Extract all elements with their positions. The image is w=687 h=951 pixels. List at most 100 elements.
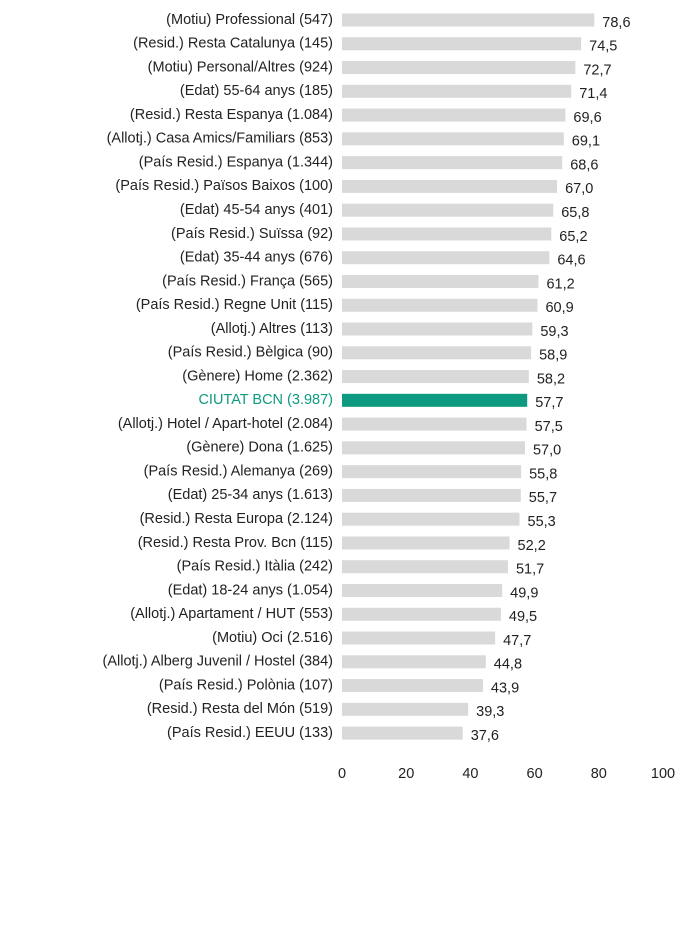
bar bbox=[342, 322, 533, 336]
value-label: 69,1 bbox=[572, 134, 600, 150]
bar bbox=[342, 679, 483, 693]
value-label: 57,7 bbox=[535, 395, 563, 411]
bar bbox=[342, 298, 538, 312]
value-label: 72,7 bbox=[583, 62, 611, 78]
category-label: (País Resid.) Polònia (107) bbox=[159, 677, 333, 693]
value-label: 37,6 bbox=[471, 728, 499, 744]
bar bbox=[342, 274, 539, 288]
x-tick-label: 40 bbox=[462, 766, 478, 782]
bar bbox=[342, 393, 528, 407]
bar bbox=[342, 179, 558, 193]
value-label: 55,7 bbox=[529, 490, 557, 506]
bar bbox=[342, 13, 595, 27]
bar bbox=[342, 512, 520, 526]
category-label: (Resid.) Resta Espanya (1.084) bbox=[130, 107, 333, 123]
category-label: (País Resid.) Itàlia (242) bbox=[177, 559, 333, 575]
bar bbox=[342, 631, 496, 645]
value-label: 51,7 bbox=[516, 562, 544, 578]
category-label: (Edat) 55-64 anys (185) bbox=[180, 83, 333, 99]
value-label: 65,2 bbox=[559, 229, 587, 245]
category-label: (Resid.) Resta Prov. Bcn (115) bbox=[138, 535, 333, 551]
value-label: 65,8 bbox=[561, 205, 589, 221]
category-label: (Resid.) Resta Catalunya (145) bbox=[133, 36, 333, 52]
bar bbox=[342, 560, 508, 574]
value-label: 71,4 bbox=[579, 86, 607, 102]
category-label: (País Resid.) Espanya (1.344) bbox=[139, 154, 333, 170]
bar bbox=[342, 227, 552, 241]
bar bbox=[342, 607, 501, 621]
value-label: 39,3 bbox=[476, 704, 504, 720]
category-label: (País Resid.) Bèlgica (90) bbox=[168, 345, 333, 361]
value-label: 61,2 bbox=[546, 276, 574, 292]
category-label: (País Resid.) Països Baixos (100) bbox=[115, 178, 333, 194]
bar bbox=[342, 346, 532, 360]
value-label: 44,8 bbox=[494, 657, 522, 673]
bar bbox=[342, 488, 521, 502]
value-label: 60,9 bbox=[545, 300, 573, 316]
bar bbox=[342, 108, 566, 122]
bar bbox=[342, 583, 503, 597]
value-label: 57,0 bbox=[533, 443, 561, 459]
value-label: 43,9 bbox=[491, 680, 519, 696]
category-label: (Gènere) Dona (1.625) bbox=[186, 440, 333, 456]
bar bbox=[342, 536, 510, 550]
category-label: (Edat) 35-44 anys (676) bbox=[180, 250, 333, 266]
value-label: 78,6 bbox=[602, 15, 630, 31]
value-label: 49,5 bbox=[509, 609, 537, 625]
category-label: (Edat) 45-54 anys (401) bbox=[180, 202, 333, 218]
bar bbox=[342, 441, 525, 455]
bar bbox=[342, 417, 527, 431]
category-label: (Resid.) Resta Europa (2.124) bbox=[140, 511, 333, 527]
category-label: (Motiu) Professional (547) bbox=[166, 12, 333, 28]
bar bbox=[342, 251, 550, 265]
value-label: 67,0 bbox=[565, 181, 593, 197]
bar bbox=[342, 84, 572, 98]
value-label: 55,3 bbox=[528, 514, 556, 530]
category-label: (Allotj.) Casa Amics/Familiars (853) bbox=[107, 131, 333, 147]
category-label: (Motiu) Personal/Altres (924) bbox=[148, 59, 333, 75]
x-tick-label: 100 bbox=[651, 766, 675, 782]
category-label: (País Resid.) Alemanya (269) bbox=[144, 463, 333, 479]
value-label: 52,2 bbox=[518, 538, 546, 554]
category-label: (Edat) 18-24 anys (1.054) bbox=[168, 582, 333, 598]
bar bbox=[342, 37, 582, 51]
category-label: (Allotj.) Altres (113) bbox=[211, 321, 333, 337]
bar bbox=[342, 203, 554, 217]
value-label: 69,6 bbox=[573, 110, 601, 126]
category-label: CIUTAT BCN (3.987) bbox=[198, 392, 333, 408]
bar bbox=[342, 156, 563, 170]
x-tick-label: 0 bbox=[338, 766, 346, 782]
bar bbox=[342, 655, 486, 669]
value-label: 55,8 bbox=[529, 466, 557, 482]
value-label: 58,2 bbox=[537, 371, 565, 387]
value-label: 64,6 bbox=[557, 253, 585, 269]
category-label: (País Resid.) Suïssa (92) bbox=[171, 226, 333, 242]
value-label: 68,6 bbox=[570, 157, 598, 173]
bar bbox=[342, 702, 469, 716]
category-label: (Resid.) Resta del Món (519) bbox=[147, 701, 333, 717]
bar bbox=[342, 726, 463, 740]
category-label: (Allotj.) Apartament / HUT (553) bbox=[130, 606, 333, 622]
bar bbox=[342, 132, 564, 146]
category-label: (Allotj.) Alberg Juvenil / Hostel (384) bbox=[103, 654, 334, 670]
category-label: (Gènere) Home (2.362) bbox=[182, 368, 333, 384]
bar bbox=[342, 465, 522, 479]
category-label: (Edat) 25-34 anys (1.613) bbox=[168, 487, 333, 503]
bar bbox=[342, 61, 576, 75]
category-label: (Motiu) Oci (2.516) bbox=[212, 630, 333, 646]
category-label: (País Resid.) EEUU (133) bbox=[167, 725, 333, 741]
value-label: 74,5 bbox=[589, 39, 617, 55]
x-tick-label: 60 bbox=[527, 766, 543, 782]
category-label: (País Resid.) Regne Unit (115) bbox=[136, 297, 333, 313]
x-tick-label: 80 bbox=[591, 766, 607, 782]
value-label: 58,9 bbox=[539, 348, 567, 364]
category-label: (País Resid.) França (565) bbox=[162, 273, 333, 289]
value-label: 49,9 bbox=[510, 585, 538, 601]
bar bbox=[342, 370, 529, 384]
x-tick-label: 20 bbox=[398, 766, 414, 782]
value-label: 59,3 bbox=[540, 324, 568, 340]
category-label: (Allotj.) Hotel / Apart-hotel (2.084) bbox=[118, 416, 333, 432]
value-label: 57,5 bbox=[535, 419, 563, 435]
value-label: 47,7 bbox=[503, 633, 531, 649]
